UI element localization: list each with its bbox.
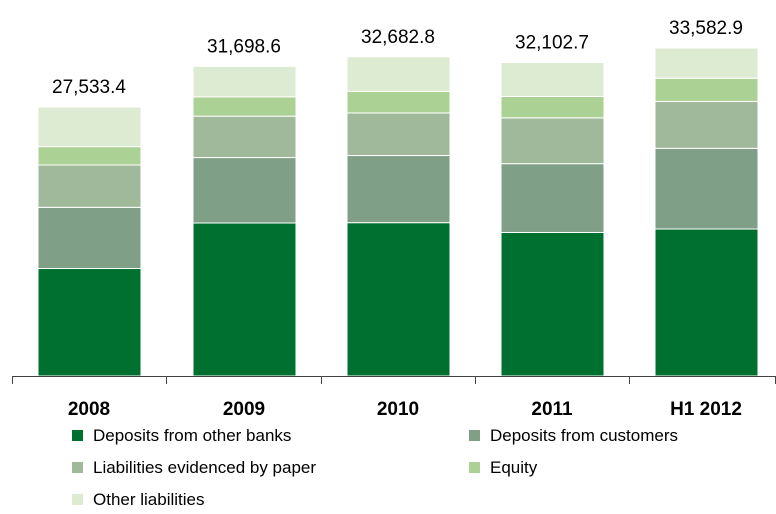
legend-swatch-4 [72,494,83,505]
legend-label-0: Deposits from other banks [93,426,291,445]
total-label-2: 32,682.8 [361,27,435,48]
x-tick-label-0: 2008 [68,399,110,420]
x-tick-label-4: H1 2012 [670,399,742,420]
bar-segment-2-4 [654,100,759,149]
legend-swatch-0 [72,430,83,441]
bar-segment-4-2 [346,56,451,92]
bar-segment-1-4 [654,147,759,230]
legend-label-2: Liabilities evidenced by paper [93,458,316,477]
bar-segment-0-0 [37,268,142,377]
legend-swatch-2 [72,462,83,473]
bar-segment-4-1 [192,65,297,98]
bar-segment-1-1 [192,157,297,224]
bar-segment-3-4 [654,77,759,102]
bar-segment-0-3 [500,231,605,377]
bar-segment-3-0 [37,146,142,166]
legend-label-4: Other liabilities [93,490,205,509]
bar-segment-1-2 [346,155,451,224]
x-tick-label-1: 2009 [223,399,265,420]
x-axis: 2008 2009 2010 2011 H1 2012 [12,376,776,420]
legend: Deposits from other banks Deposits from c… [72,426,678,509]
legend-swatch-3 [469,462,480,473]
bar-segment-0-2 [346,222,451,377]
bar-segment-0-1 [192,222,297,377]
total-label-0: 27,533.4 [52,77,126,98]
bar-segment-4-3 [500,61,605,97]
bar-segment-2-2 [346,112,451,157]
x-tick-label-3: 2011 [531,399,573,420]
bar-segment-4-0 [37,106,142,148]
bar-segment-3-1 [192,96,297,117]
total-label-3: 32,102.7 [515,32,589,53]
bar-segment-0-4 [654,228,759,377]
total-label-1: 31,698.6 [207,36,281,57]
legend-swatch-1 [469,430,480,441]
bar-segment-4-4 [654,47,759,79]
x-tick-label-2: 2010 [377,399,419,420]
bar-segment-2-0 [37,164,142,208]
bar-segment-2-1 [192,115,297,159]
legend-label-1: Deposits from customers [490,426,678,445]
bar-segment-1-0 [37,206,142,270]
bar-segment-3-2 [346,90,451,114]
bar-segment-3-3 [500,95,605,119]
total-label-4: 33,582.9 [669,18,743,39]
bar-segment-2-3 [500,117,605,165]
bars-layer [37,47,759,377]
bar-segment-1-3 [500,163,605,233]
legend-label-3: Equity [490,458,538,477]
labels-layer: 27,533.4 31,698.6 32,682.8 32,102.7 33,582.9 [52,18,743,98]
